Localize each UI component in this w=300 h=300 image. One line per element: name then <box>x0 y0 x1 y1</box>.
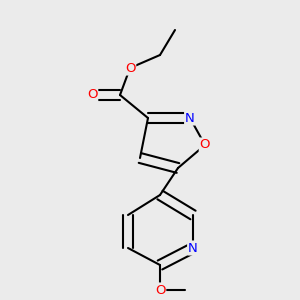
Text: N: N <box>185 112 195 124</box>
Text: N: N <box>188 242 198 254</box>
Text: O: O <box>87 88 97 101</box>
Text: O: O <box>155 284 165 296</box>
Text: O: O <box>125 61 135 74</box>
Text: O: O <box>200 139 210 152</box>
